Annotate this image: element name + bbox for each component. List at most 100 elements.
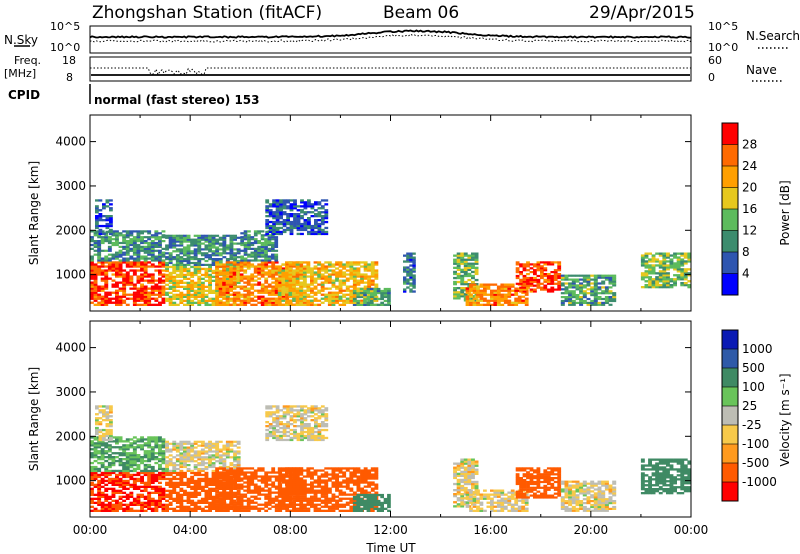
range-cell bbox=[267, 238, 272, 241]
range-cell bbox=[186, 254, 191, 257]
range-cell bbox=[161, 279, 166, 282]
range-cell bbox=[150, 509, 155, 512]
range-cell bbox=[299, 293, 304, 296]
range-cell bbox=[125, 240, 130, 243]
range-cell bbox=[510, 293, 515, 296]
range-cell bbox=[143, 241, 148, 245]
range-cell bbox=[299, 501, 304, 504]
range-cell bbox=[218, 462, 223, 465]
range-cell bbox=[186, 495, 191, 498]
range-cell bbox=[472, 283, 477, 286]
range-cell bbox=[239, 509, 244, 512]
range-cell bbox=[211, 244, 216, 247]
range-cell bbox=[109, 217, 113, 220]
range-cell bbox=[95, 205, 99, 208]
range-cell bbox=[338, 279, 343, 282]
range-cell bbox=[111, 509, 116, 512]
range-cell bbox=[125, 281, 130, 284]
range-cell bbox=[200, 287, 205, 290]
range-cell bbox=[197, 267, 202, 271]
range-cell bbox=[161, 230, 166, 233]
range-cell bbox=[409, 274, 413, 277]
range-cell bbox=[125, 461, 130, 465]
range-cell bbox=[593, 297, 598, 301]
range-cell bbox=[503, 299, 508, 302]
range-cell bbox=[510, 283, 515, 286]
range-cell bbox=[186, 507, 191, 510]
range-cell bbox=[197, 259, 202, 263]
range-cell bbox=[200, 234, 205, 237]
range-cell bbox=[161, 440, 166, 443]
range-cell bbox=[274, 293, 279, 296]
range-cell bbox=[90, 483, 94, 486]
range-cell bbox=[409, 282, 413, 285]
range-cell bbox=[582, 286, 587, 289]
range-cell bbox=[104, 249, 109, 252]
range-cell bbox=[268, 224, 273, 228]
range-cell bbox=[271, 299, 276, 302]
range-cell bbox=[125, 475, 130, 479]
range-cell bbox=[274, 273, 279, 276]
range-cell bbox=[264, 505, 269, 508]
range-cell bbox=[403, 290, 407, 293]
range-cell bbox=[673, 282, 677, 285]
range-cell bbox=[403, 278, 407, 281]
range-cell bbox=[190, 289, 195, 292]
range-cell bbox=[553, 274, 558, 278]
range-cell bbox=[253, 234, 258, 237]
range-cell bbox=[98, 199, 103, 202]
range-cell bbox=[493, 299, 498, 302]
range-cell bbox=[102, 203, 106, 206]
range-cell bbox=[105, 415, 110, 418]
range-cell bbox=[289, 222, 294, 226]
range-cell bbox=[575, 288, 580, 291]
range-cell bbox=[479, 299, 484, 302]
range-cell bbox=[239, 469, 244, 472]
range-cell bbox=[190, 448, 195, 451]
range-cell bbox=[292, 497, 297, 500]
range-cell bbox=[306, 263, 311, 266]
range-cell bbox=[90, 456, 94, 459]
range-cell bbox=[286, 219, 290, 222]
range-cell bbox=[412, 284, 416, 287]
range-cell bbox=[651, 258, 656, 261]
range-cell bbox=[260, 253, 265, 256]
range-cell bbox=[107, 454, 112, 457]
range-cell bbox=[125, 487, 130, 490]
range-cell bbox=[271, 301, 276, 304]
range-cell bbox=[243, 499, 248, 502]
range-cell bbox=[612, 284, 617, 287]
range-cell bbox=[453, 270, 457, 274]
range-cell bbox=[367, 279, 372, 282]
range-cell bbox=[281, 479, 286, 482]
range-cell bbox=[93, 293, 98, 296]
range-cell bbox=[267, 483, 272, 486]
range-cell bbox=[324, 293, 329, 296]
range-cell bbox=[215, 275, 219, 278]
range-cell bbox=[267, 499, 272, 502]
range-cell bbox=[243, 251, 248, 254]
range-cell bbox=[463, 283, 468, 286]
range-cell bbox=[93, 444, 98, 447]
range-cell bbox=[680, 284, 685, 287]
range-cell bbox=[409, 270, 413, 273]
range-cell bbox=[122, 454, 127, 457]
range-cell bbox=[246, 267, 251, 270]
range-cell bbox=[90, 267, 94, 270]
range-cell bbox=[125, 458, 130, 461]
range-cell bbox=[211, 477, 216, 481]
range-cell bbox=[236, 277, 241, 280]
range-cell bbox=[140, 287, 144, 290]
range-cell bbox=[211, 444, 216, 447]
range-cell bbox=[540, 271, 544, 274]
range-cell bbox=[158, 436, 162, 439]
range-cell bbox=[676, 260, 681, 263]
range-cell bbox=[281, 481, 286, 484]
range-cell bbox=[165, 256, 169, 259]
range-cell bbox=[612, 297, 617, 301]
range-cell bbox=[456, 266, 461, 269]
range-cell bbox=[272, 215, 276, 218]
range-cell bbox=[107, 458, 112, 461]
range-cell bbox=[586, 303, 591, 306]
range-cell bbox=[264, 287, 269, 290]
